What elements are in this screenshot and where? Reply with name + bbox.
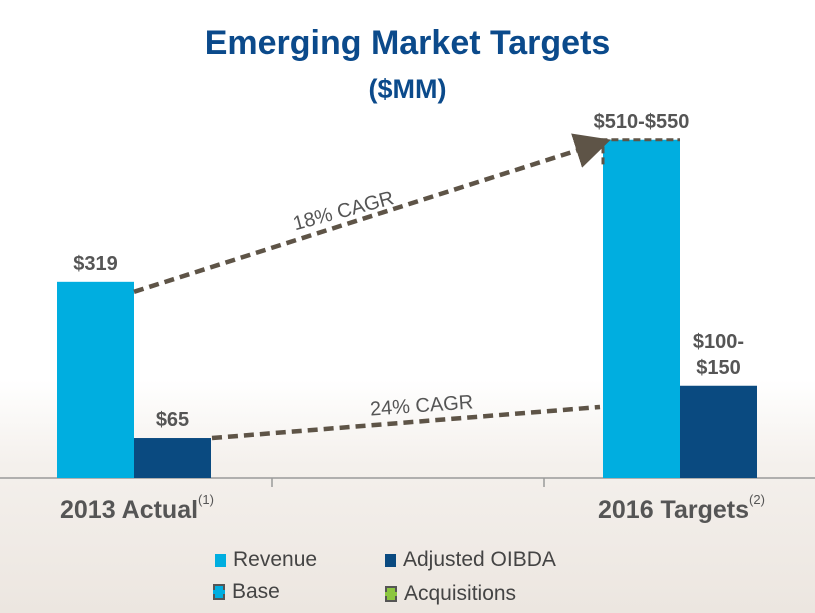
acquisitions-swatch-icon <box>385 586 397 602</box>
bar-oibda-0 <box>134 438 211 478</box>
revenue-swatch-icon <box>215 553 226 567</box>
legend-base: Base <box>213 580 280 604</box>
bar-revenue-1 <box>603 139 680 478</box>
chart-title: Emerging Market Targets <box>204 24 611 62</box>
data-label: $65 <box>156 409 189 431</box>
legend-revenue: Revenue <box>215 548 317 572</box>
chart-subtitle: ($MM) <box>368 74 447 104</box>
cagr-label: 18% CAGR <box>291 187 397 235</box>
cagr-arrow <box>133 133 611 294</box>
data-label: $319 <box>73 253 118 275</box>
bar-revenue-0 <box>57 281 134 478</box>
bar-oibda-1 <box>680 385 757 478</box>
legend-acquisitions: Acquisitions <box>385 582 516 606</box>
data-label: $100-$150 <box>693 331 744 379</box>
data-label: $510-$550 <box>594 111 690 133</box>
category-label-2013: 2013 Actual(1) <box>60 492 214 524</box>
base-swatch-icon <box>213 584 225 600</box>
legend-adjusted-oibda: Adjusted OIBDA <box>385 548 556 572</box>
cagr-arrow <box>211 404 601 441</box>
oibda-swatch-icon <box>385 553 396 567</box>
category-label-2016: 2016 Targets(2) <box>598 492 765 524</box>
